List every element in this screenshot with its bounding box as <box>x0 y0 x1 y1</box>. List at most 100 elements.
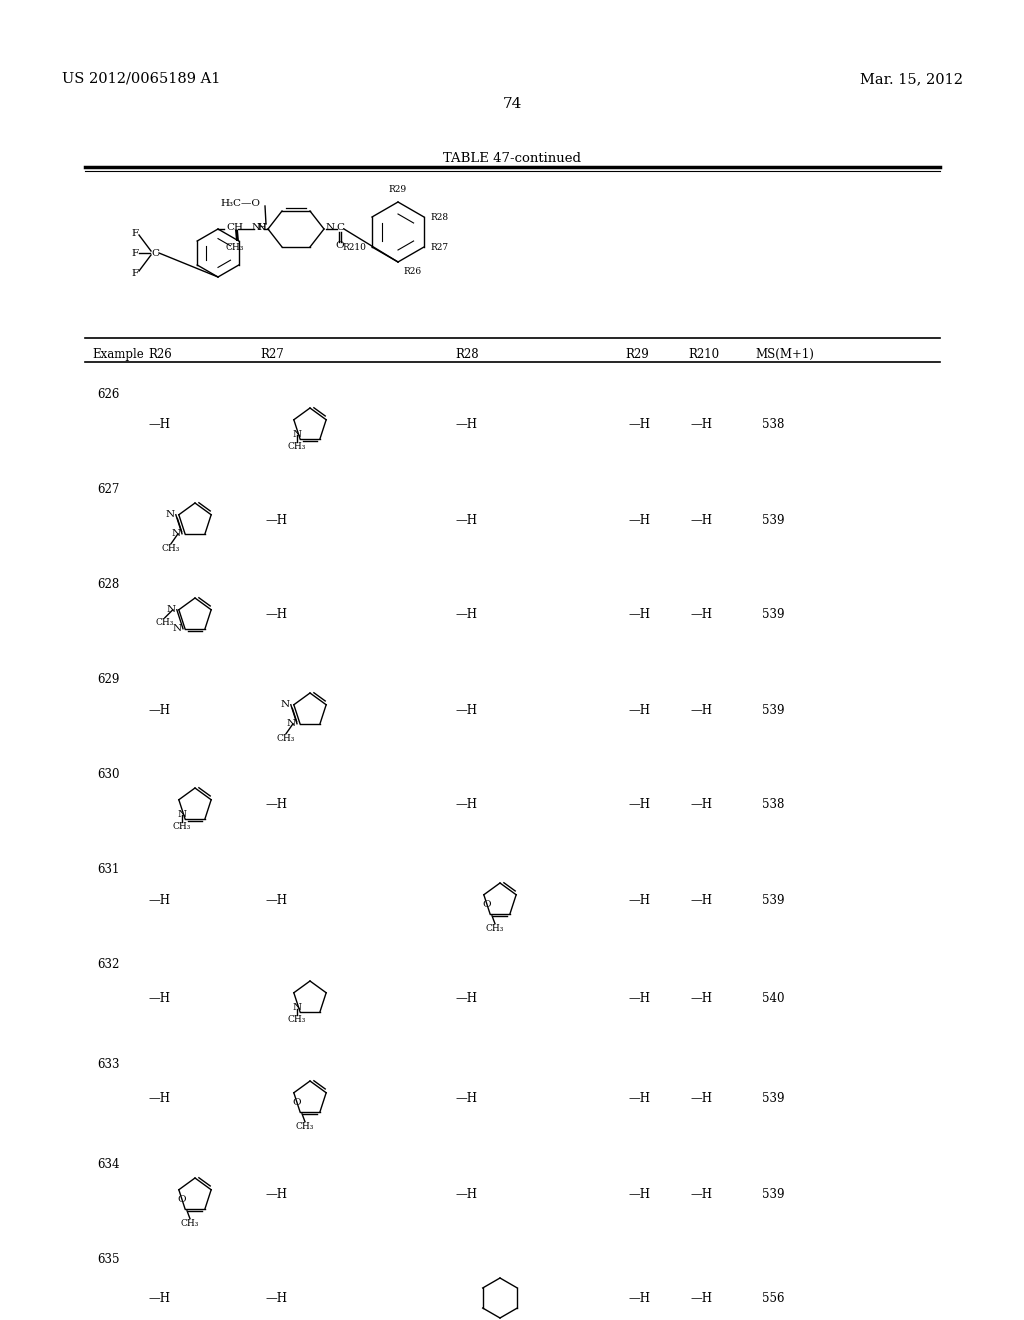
Text: R28: R28 <box>455 348 478 360</box>
Text: —H: —H <box>690 991 712 1005</box>
Text: F: F <box>131 228 138 238</box>
Text: R26: R26 <box>148 348 172 360</box>
Text: Example: Example <box>92 348 143 360</box>
Text: —H: —H <box>628 1291 650 1304</box>
Text: —H: —H <box>455 1092 477 1105</box>
Text: —H: —H <box>265 799 287 812</box>
Text: N: N <box>281 700 290 709</box>
Text: MS(M+1): MS(M+1) <box>755 348 814 360</box>
Text: —H: —H <box>690 609 712 622</box>
Text: —H: —H <box>690 799 712 812</box>
Text: —H: —H <box>455 513 477 527</box>
Text: —H: —H <box>690 704 712 717</box>
Text: C: C <box>151 248 159 257</box>
Text: C: C <box>336 223 344 231</box>
Text: —H: —H <box>265 513 287 527</box>
Text: —H: —H <box>455 704 477 717</box>
Text: —H: —H <box>690 1092 712 1105</box>
Text: —H: —H <box>148 991 170 1005</box>
Text: —H: —H <box>455 991 477 1005</box>
Text: —H: —H <box>690 418 712 432</box>
Text: 630: 630 <box>97 768 120 781</box>
Text: R27: R27 <box>260 348 284 360</box>
Text: —H: —H <box>690 1188 712 1201</box>
Text: 539: 539 <box>762 609 784 622</box>
Text: —H: —H <box>265 609 287 622</box>
Text: 627: 627 <box>97 483 120 496</box>
Text: CH₃: CH₃ <box>162 544 180 553</box>
Text: R28: R28 <box>430 213 449 222</box>
Text: —H: —H <box>455 418 477 432</box>
Text: —H: —H <box>628 991 650 1005</box>
Text: 629: 629 <box>97 673 120 686</box>
Text: —H: —H <box>148 1092 170 1105</box>
Text: —H: —H <box>628 1092 650 1105</box>
Text: —H: —H <box>690 894 712 907</box>
Text: F: F <box>131 268 138 277</box>
Text: 634: 634 <box>97 1158 120 1171</box>
Text: 539: 539 <box>762 704 784 717</box>
Text: TABLE 47-continued: TABLE 47-continued <box>443 152 581 165</box>
Text: —H: —H <box>628 609 650 622</box>
Text: O: O <box>336 240 344 249</box>
Text: —H: —H <box>265 1188 287 1201</box>
Text: N: N <box>177 810 186 820</box>
Text: 632: 632 <box>97 958 120 972</box>
Text: CH₃: CH₃ <box>288 442 306 451</box>
Text: —H: —H <box>455 799 477 812</box>
Text: —H: —H <box>455 609 477 622</box>
Text: F: F <box>131 248 138 257</box>
Text: R210: R210 <box>342 243 366 252</box>
Text: 539: 539 <box>762 894 784 907</box>
Text: 626: 626 <box>97 388 120 401</box>
Text: —H: —H <box>265 1291 287 1304</box>
Text: R27: R27 <box>430 243 449 252</box>
Text: N: N <box>173 624 182 634</box>
Text: —H: —H <box>628 1188 650 1201</box>
Text: —H: —H <box>628 704 650 717</box>
Text: CH₃: CH₃ <box>181 1218 200 1228</box>
Text: N: N <box>166 511 175 519</box>
Text: 628: 628 <box>97 578 119 591</box>
Text: —H: —H <box>628 894 650 907</box>
Text: N: N <box>172 529 181 539</box>
Text: 539: 539 <box>762 513 784 527</box>
Text: CH₃: CH₃ <box>288 1015 306 1024</box>
Text: O: O <box>482 900 492 908</box>
Text: CH₃: CH₃ <box>296 1122 314 1131</box>
Text: CH₃: CH₃ <box>485 924 504 933</box>
Text: CH₃: CH₃ <box>276 734 295 743</box>
Text: —H: —H <box>148 704 170 717</box>
Text: US 2012/0065189 A1: US 2012/0065189 A1 <box>62 73 220 86</box>
Text: —H: —H <box>690 1291 712 1304</box>
Text: —H: —H <box>148 1291 170 1304</box>
Text: CH₃: CH₃ <box>226 243 245 252</box>
Text: 635: 635 <box>97 1253 120 1266</box>
Text: 539: 539 <box>762 1092 784 1105</box>
Text: 538: 538 <box>762 418 784 432</box>
Text: —H: —H <box>455 1188 477 1201</box>
Text: 631: 631 <box>97 863 120 876</box>
Text: 538: 538 <box>762 799 784 812</box>
Text: N: N <box>287 719 296 729</box>
Text: 540: 540 <box>762 991 784 1005</box>
Text: O: O <box>293 1098 301 1106</box>
Text: —H: —H <box>148 418 170 432</box>
Text: 539: 539 <box>762 1188 784 1201</box>
Text: R26: R26 <box>403 267 421 276</box>
Text: CH₃: CH₃ <box>173 822 191 832</box>
Text: R29: R29 <box>625 348 649 360</box>
Text: CH₃: CH₃ <box>156 618 174 627</box>
Text: Mar. 15, 2012: Mar. 15, 2012 <box>860 73 963 86</box>
Text: N: N <box>293 1003 301 1012</box>
Text: O: O <box>177 1195 186 1204</box>
Text: —H: —H <box>628 418 650 432</box>
Text: N: N <box>326 223 335 231</box>
Text: —H: —H <box>148 894 170 907</box>
Text: R210: R210 <box>688 348 719 360</box>
Text: N: N <box>293 430 301 440</box>
Text: 74: 74 <box>503 96 521 111</box>
Text: H₃C—O: H₃C—O <box>220 198 260 207</box>
Text: N: N <box>252 223 260 231</box>
Polygon shape <box>234 230 239 242</box>
